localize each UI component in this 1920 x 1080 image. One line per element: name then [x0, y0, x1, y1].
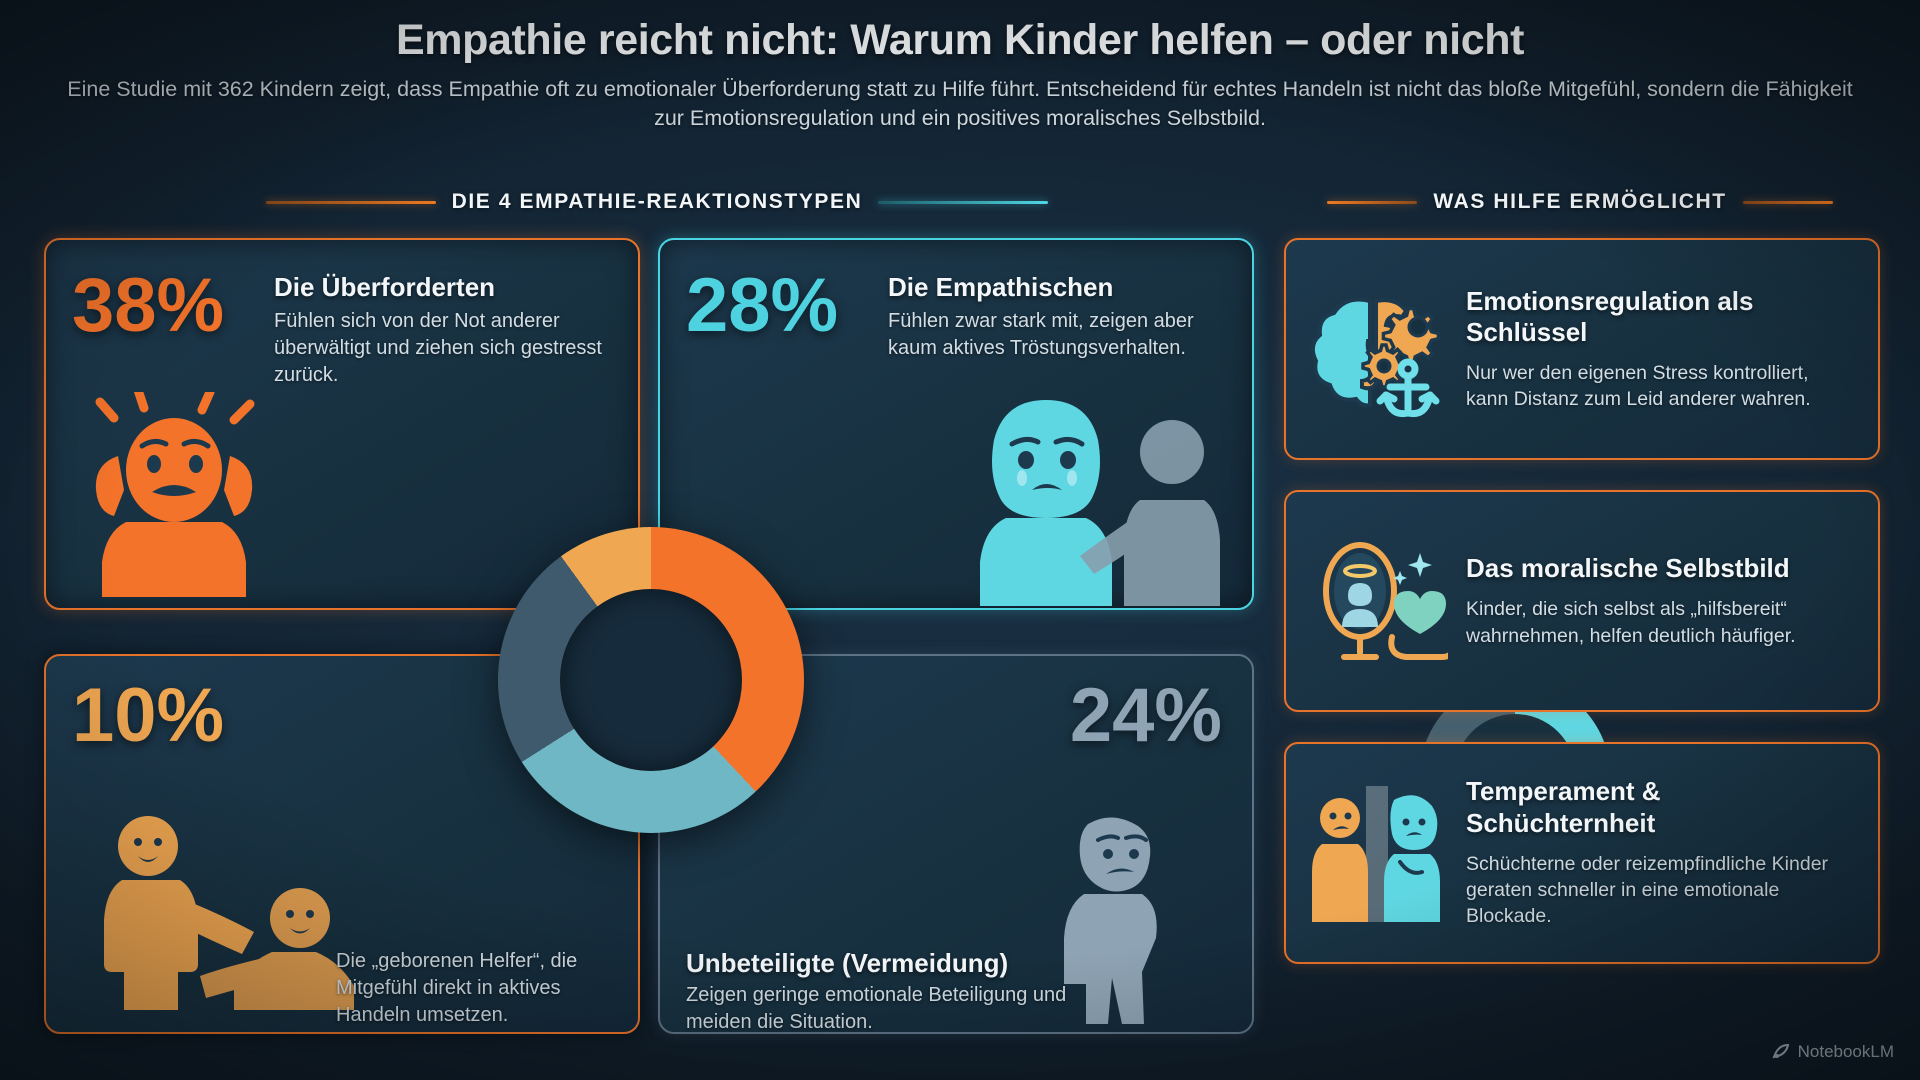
panel-heading-3: Temperament & Schüchternheit [1466, 776, 1661, 838]
header: Empathie reicht nicht: Warum Kinder helf… [0, 16, 1920, 132]
divider-line-left-2 [1327, 200, 1418, 204]
card-active-helpers: 10% [44, 654, 640, 1034]
stat-percent-10: 10% [72, 673, 225, 758]
page-title: Empathie reicht nicht: Warum Kinder helf… [396, 16, 1524, 64]
section-header-right: WAS HILFE ERMÖGLICHT [1280, 190, 1880, 214]
mirror-halo-heart-icon [1308, 526, 1448, 676]
section-label-types: DIE 4 EMPATHIE-REAKTIONSTYPEN [451, 190, 863, 213]
card-body-uninvolved: Zeigen geringe emotionale Beteiligung un… [686, 984, 1067, 1033]
watermark: NotebookLM [1772, 1042, 1894, 1062]
card-overwhelmed: 38% Die Überforderten Fühlen sich von de… [44, 238, 640, 885]
divider-line-left [265, 200, 436, 204]
card-heading-uninvolved: Unbeteiligte (Vermeidung) [686, 948, 1009, 978]
stat-percent-24: 24% [1069, 673, 1222, 758]
page-subtitle: Eine Studie mit 362 Kindern zeigt, dass … [67, 77, 1853, 130]
notebooklm-logo-icon [1772, 1043, 1789, 1059]
watermark-label: NotebookLM [1797, 1042, 1894, 1061]
panel-temperament: Temperament & Schüchternheit Schüchterne… [1284, 742, 1880, 964]
stat-percent-38: 38% [72, 263, 225, 348]
stat-percent-28: 28% [686, 263, 839, 348]
panel-heading-2: Das moralische Selbstbild [1466, 553, 1790, 584]
walking-away-child-icon [1064, 817, 1157, 1024]
panel-body-3: Schüchterne oder reizempfindliche Kinder… [1466, 852, 1829, 928]
helping-children-icon [104, 816, 354, 1010]
divider-line-right-2 [1742, 200, 1833, 204]
panel-body-2: Kinder, die sich selbst als „hilfsbereit… [1466, 598, 1796, 647]
card-body-empathic: Fühlen zwar stark mit, zeigen aber kaum … [888, 310, 1194, 359]
panel-body-1: Nur wer den eigenen Stress kontrolliert,… [1466, 361, 1811, 411]
section-header-left: DIE 4 EMPATHIE-REAKTIONSTYPEN [44, 190, 1270, 214]
shy-children-wall-icon [1308, 778, 1448, 928]
card-heading-empathic: Die Empathischen [888, 272, 1114, 302]
panel-emotionsregulation: Emotionsregulation als Schlüssel Nur wer… [1284, 238, 1880, 460]
brain-gears-anchor-icon [1308, 274, 1448, 424]
crying-girl-icon [980, 400, 1220, 606]
card-body-active-helpers: Die „geborenen Helfer“, die Mitgefühl di… [336, 950, 578, 1026]
stressed-child-icon [95, 392, 255, 597]
donut-chart-main [484, 513, 818, 847]
panel-heading-1: Emotionsregulation als Schlüssel [1466, 285, 1754, 347]
panel-moralisches-selbstbild: Das moralische Selbstbild Kinder, die si… [1284, 490, 1880, 712]
card-body-overwhelmed: Fühlen sich von der Not anderer überwält… [274, 310, 602, 386]
card-empathic: 28% Die Empathischen Fühlen zwar stark m… [658, 238, 1610, 870]
divider-line-right [878, 200, 1049, 204]
card-heading-overwhelmed: Die Überforderten [274, 272, 496, 302]
section-label-enablers: WAS HILFE ERMÖGLICHT [1433, 190, 1727, 213]
